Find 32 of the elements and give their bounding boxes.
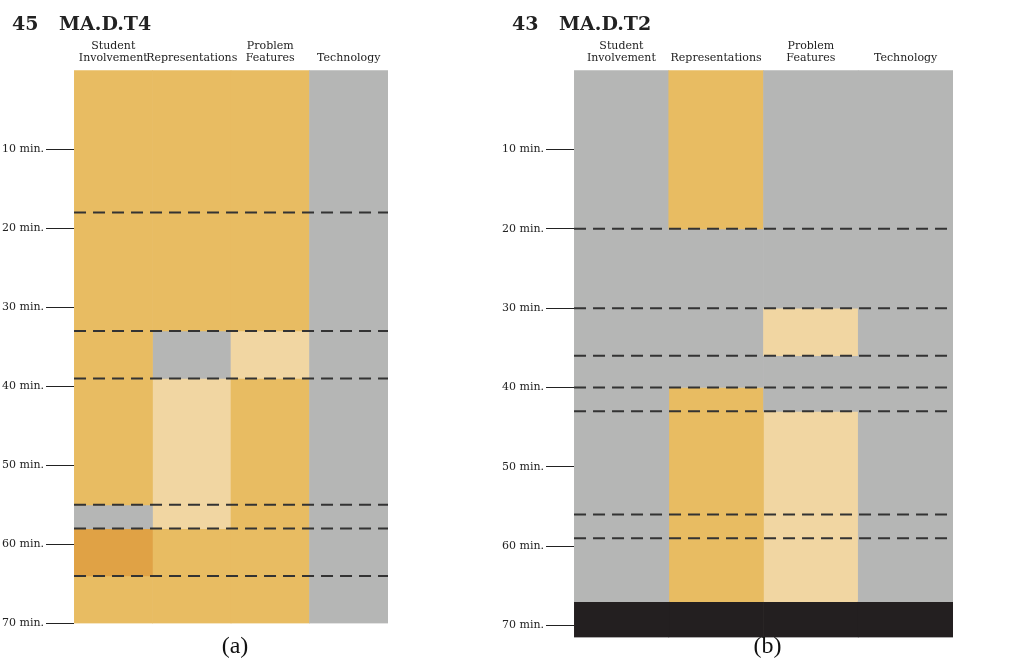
bar (74, 504, 153, 529)
x-tick-label: Problem Features (786, 38, 836, 65)
bar (152, 330, 232, 379)
bar (152, 378, 232, 529)
y-tick-label: 70 min. (501, 618, 545, 632)
y-tick-label: 10 min. (501, 142, 545, 156)
x-tick-label: Student Involvement (586, 38, 657, 65)
y-tick-label: 60 min. (501, 539, 545, 553)
x-tick-label: Representations (146, 51, 238, 65)
chart-title: 45 MA.D.T4 (12, 12, 152, 34)
y-tick-label: 20 min. (1, 221, 45, 235)
y-tick-label: 10 min. (1, 142, 45, 156)
y-tick-label: 50 min. (1, 458, 45, 472)
x-tick-label: Technology (873, 51, 939, 65)
bar (668, 387, 764, 603)
bar (763, 410, 859, 603)
chart-title: 43 MA.D.T2 (512, 12, 652, 34)
x-tick-label: Representations (670, 51, 763, 65)
y-tick-label: 30 min. (1, 300, 45, 314)
y-tick-label: 30 min. (501, 301, 545, 315)
bar (74, 528, 153, 577)
y-tick-label: 40 min. (501, 380, 545, 394)
y-tick-label: 40 min. (1, 379, 45, 393)
x-tick-label: Technology (317, 51, 382, 65)
y-tick-label: 20 min. (501, 221, 545, 235)
annotation: (b) (752, 632, 783, 659)
x-tick-label: Student Involvement (78, 38, 149, 65)
y-tick-label: 70 min. (1, 616, 45, 630)
x-tick-label: Problem Features (245, 38, 296, 65)
text: (a) (220, 632, 250, 659)
y-tick-label: 60 min. (1, 537, 45, 551)
y-tick-label: 50 min. (501, 459, 545, 473)
